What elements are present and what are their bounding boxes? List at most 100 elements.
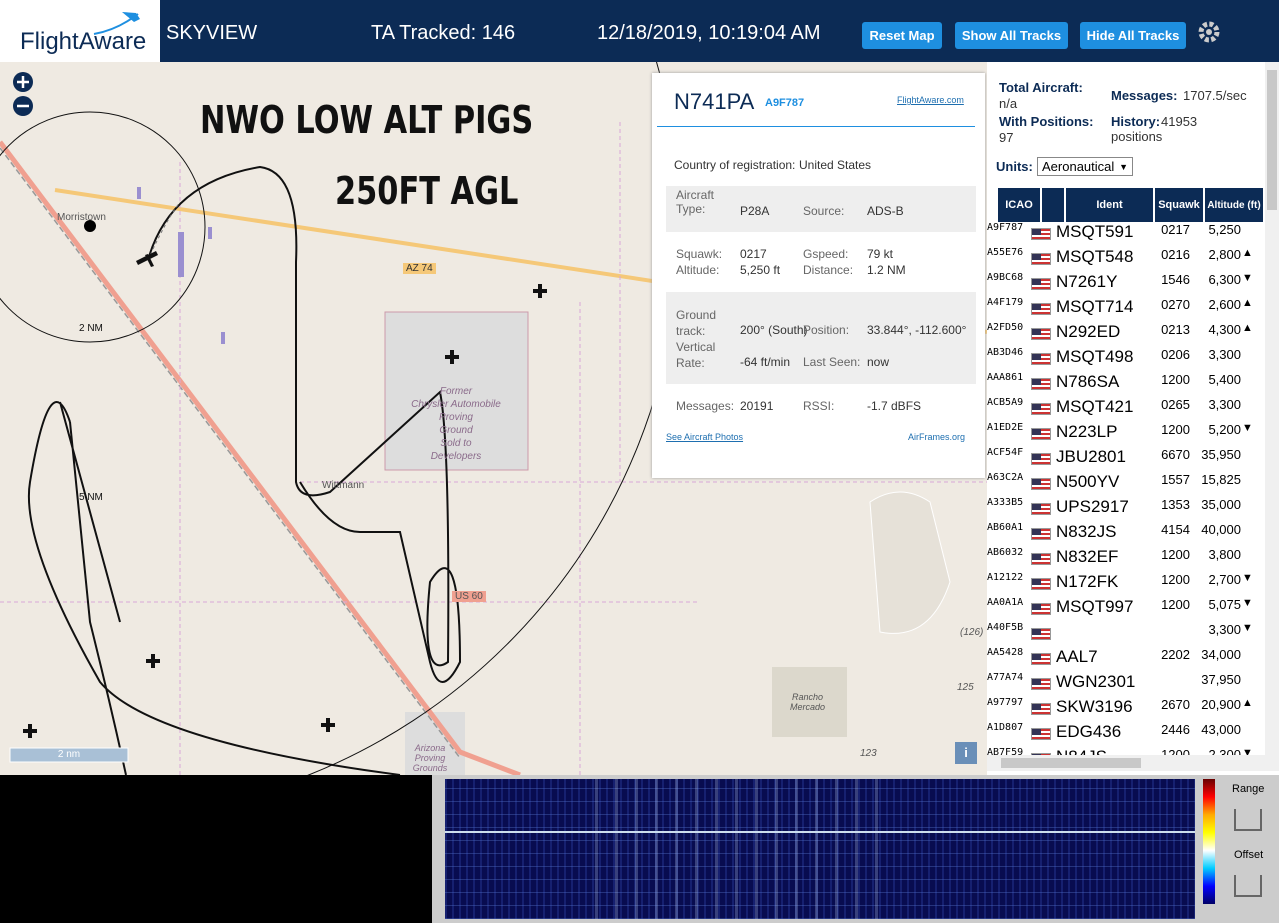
squawk: 1546 (1161, 272, 1190, 287)
squawk: 0206 (1161, 347, 1190, 362)
squawk: 2670 (1161, 697, 1190, 712)
spectrum-panel: Range Offset (0, 775, 1279, 923)
squawk: 1200 (1161, 422, 1190, 437)
link[interactable]: AirFrames.org (908, 432, 966, 442)
offset-slider[interactable] (1234, 875, 1262, 897)
ident: N292ED (1056, 322, 1121, 341)
flag-canton (1032, 654, 1041, 660)
label-line: Former (439, 386, 473, 397)
flag (1031, 428, 1051, 440)
show-tracks-button[interactable]: Show All Tracks (955, 22, 1068, 49)
altitude: 20,900 (1201, 697, 1241, 712)
ident: N832EF (1056, 547, 1119, 566)
value: 5,250 ft (740, 263, 781, 277)
altitude: 2,700 (1208, 572, 1241, 587)
ident: MSQT997 (1056, 597, 1134, 616)
logo-plane (93, 12, 140, 35)
value: 1707.5/sec (1183, 88, 1247, 103)
value: ADS-B (867, 204, 904, 218)
flag (1031, 303, 1051, 315)
scale-bar (9, 747, 129, 763)
ground-aircraft (137, 187, 225, 344)
label: Total Aircraft: (999, 80, 1083, 95)
icao: AB7F59 (987, 747, 1024, 755)
icao: A40F5B (987, 622, 1024, 633)
trend: ▼ (1242, 747, 1253, 755)
band (666, 186, 976, 232)
icao: ACF54F (987, 447, 1024, 458)
value: 97 (999, 130, 1014, 145)
altitude: 35,950 (1201, 447, 1241, 462)
flag (1031, 253, 1051, 265)
range-slider[interactable] (1234, 809, 1262, 831)
column-header[interactable]: Squawk (1155, 188, 1203, 222)
squawk: 1200 (1161, 372, 1190, 387)
trend: ▲ (1242, 322, 1253, 334)
value: 0217 (740, 247, 767, 261)
label: Altitude: (676, 263, 720, 277)
area-label: Former Chrysler Automobile Proving Ground So… (376, 385, 536, 463)
reset-map-button[interactable]: Reset Map (862, 22, 942, 49)
icao: AA0A1A (987, 597, 1024, 608)
link[interactable]: FlightAware.com (897, 95, 964, 105)
altitude: 5,250 (1208, 222, 1241, 237)
area-label: Arizona Proving Grounds (400, 743, 460, 773)
icao: A4F179 (987, 297, 1024, 308)
label-line: Grounds (412, 763, 448, 773)
value: 33.844°, -112.600° (867, 323, 967, 337)
icao: A77A74 (987, 672, 1024, 683)
label-line: Arizona (414, 743, 446, 753)
aircraft-icons (23, 251, 547, 738)
neighborhood (869, 491, 951, 634)
flag (1031, 478, 1051, 490)
flag (1031, 528, 1051, 540)
trend: ▼ (1242, 272, 1253, 284)
squawk: 2202 (1161, 647, 1190, 662)
place-label: Morristown (57, 212, 106, 223)
flag-canton (1032, 529, 1041, 535)
flag (1031, 653, 1051, 665)
column-header[interactable]: Ident (1066, 188, 1153, 222)
link[interactable]: See Aircraft Photos (666, 432, 744, 442)
road-us60 (0, 140, 521, 775)
value: 20191 (740, 399, 774, 413)
info-button[interactable] (955, 742, 977, 764)
flag (1031, 753, 1051, 755)
value: United States (799, 158, 872, 172)
label: Vertical Rate: (676, 340, 716, 370)
flag (1031, 228, 1051, 240)
icao: A333B5 (987, 497, 1024, 508)
label: Last Seen: (803, 355, 861, 369)
flag (1031, 403, 1051, 415)
label: With Positions: (999, 114, 1094, 129)
flag-canton (1032, 504, 1041, 510)
altitude: 3,300 (1208, 397, 1241, 412)
info-label[interactable]: i (964, 745, 968, 760)
flag-canton (1032, 304, 1041, 310)
altitude: 40,000 (1201, 522, 1241, 537)
value: now (867, 355, 890, 369)
label: Ground track: (676, 308, 717, 338)
flag (1031, 603, 1051, 615)
units-select[interactable]: Aeronautical ▼ (1037, 157, 1133, 176)
label-line: Sold to (440, 438, 472, 449)
squawk: 0265 (1161, 397, 1190, 412)
column-header[interactable]: ICAO (998, 188, 1040, 222)
icao: A2FD50 (987, 322, 1024, 333)
ident: N832JS (1056, 522, 1117, 541)
flag-canton (1032, 379, 1041, 385)
h-scrollbar[interactable] (987, 755, 1279, 771)
ident: N7261Y (1056, 272, 1118, 291)
column-header[interactable]: Altitude (ft) (1205, 188, 1263, 222)
altitude: 34,000 (1201, 647, 1241, 662)
value: -64 ft/min (740, 355, 791, 369)
settings-gear[interactable] (1197, 20, 1221, 44)
map-graphics (0, 62, 987, 775)
icao: A9BC68 (987, 272, 1024, 283)
flag-canton (1032, 429, 1041, 435)
scrollbar[interactable] (1265, 62, 1279, 755)
flag-canton (1032, 254, 1041, 260)
area (384, 311, 529, 471)
logo-box: FlightAware (0, 0, 160, 62)
hide-tracks-button[interactable]: Hide All Tracks (1080, 22, 1186, 49)
